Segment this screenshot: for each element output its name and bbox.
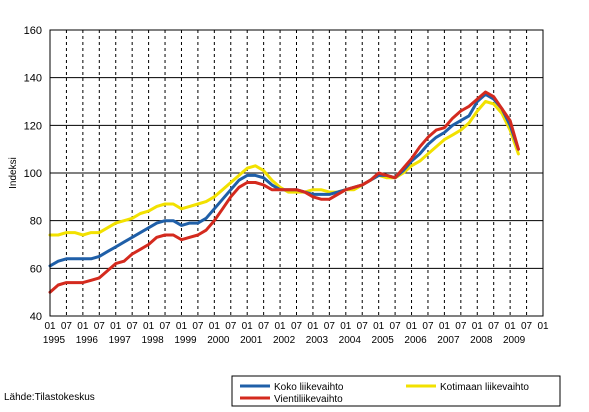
x-tick-label-month: 01 — [143, 321, 155, 332]
x-tick-label-month: 07 — [61, 321, 73, 332]
x-tick-label-month: 01 — [340, 321, 352, 332]
x-tick-label-month: 07 — [159, 321, 171, 332]
x-axis-tick-labels: 01 07 01 07 01 07 01 07 01 07 01 07 01 07 01 07 01 07 01 07… — [43, 321, 549, 346]
x-tick-label-month: 07 — [521, 321, 533, 332]
x-tick-label-year: 1998 — [141, 335, 164, 346]
x-tick-label-month: 07 — [94, 321, 106, 332]
y-tick-label: 100 — [24, 168, 42, 180]
x-tick-label-month: 07 — [291, 321, 303, 332]
y-tick-label: 80 — [30, 216, 42, 228]
plot-area-frame — [49, 29, 544, 317]
x-tick-label-year: 2009 — [503, 335, 526, 346]
x-tick-label-month: 01 — [373, 321, 385, 332]
x-tick-label-month: 01 — [110, 321, 122, 332]
x-tick-label-month: 01 — [176, 321, 188, 332]
x-tick-label-month: 07 — [488, 321, 500, 332]
x-tick-label-year: 2006 — [404, 335, 427, 346]
x-tick-label-month: 01 — [307, 321, 319, 332]
x-tick-label-month: 07 — [390, 321, 402, 332]
x-tick-label-year: 2004 — [339, 335, 362, 346]
x-tick-label-month: 07 — [258, 321, 270, 332]
y-axis-tick-labels: 40 60 80 100 120 140 160 — [24, 25, 42, 323]
series-lines — [48, 90, 520, 294]
x-tick-label-month: 07 — [225, 321, 237, 332]
y-axis-label: Indeksi — [8, 157, 19, 189]
y-tick-label: 160 — [24, 25, 42, 37]
x-tick-label-month: 07 — [324, 321, 336, 332]
legend-box — [231, 375, 561, 407]
y-tick-label: 140 — [24, 73, 42, 85]
x-tick-label-year: 1996 — [76, 335, 99, 346]
x-tick-label-month: 01 — [44, 321, 56, 332]
x-tick-label-month: 07 — [127, 321, 139, 332]
horizontal-gridlines — [50, 77, 543, 269]
x-tick-label-month: 01 — [275, 321, 287, 332]
x-tick-label-month: 01 — [537, 321, 549, 332]
x-tick-label-year: 2008 — [470, 335, 493, 346]
x-tick-label-month: 01 — [209, 321, 221, 332]
x-tick-label-year: 1999 — [174, 335, 197, 346]
x-tick-label-month: 01 — [406, 321, 418, 332]
y-tick-label: 40 — [30, 311, 42, 323]
x-tick-label-month: 07 — [357, 321, 369, 332]
x-tick-label-year: 2005 — [372, 335, 395, 346]
x-tick-label-year: 1997 — [109, 335, 132, 346]
x-tick-label-month: 07 — [422, 321, 434, 332]
x-tick-label-year: 2003 — [306, 335, 329, 346]
x-tick-label-month: 01 — [472, 321, 484, 332]
series-line-vientiliikevaihto — [48, 90, 520, 294]
x-tick-label-month: 01 — [505, 321, 517, 332]
x-tick-label-month: 07 — [192, 321, 204, 332]
y-tick-label: 60 — [30, 263, 42, 275]
x-tick-label-year: 2007 — [437, 335, 460, 346]
x-tick-label-month: 01 — [439, 321, 451, 332]
y-tick-label: 120 — [24, 120, 42, 132]
source-note: Lähde:Tilastokeskus — [4, 392, 95, 403]
x-tick-label-year: 2001 — [240, 335, 263, 346]
x-tick-label-month: 01 — [242, 321, 254, 332]
legend-label-kotimaan-liikevaihto: Kotimaan liikevaihto — [440, 382, 529, 393]
x-tick-label-month: 07 — [455, 321, 467, 332]
x-tick-label-year: 1995 — [43, 335, 66, 346]
x-tick-label-month: 01 — [77, 321, 89, 332]
x-tick-label-year: 2000 — [207, 335, 230, 346]
legend-label-vientiliikevaihto: Vientiliikevaihto — [274, 394, 343, 405]
legend-label-koko-liikevaihto: Koko liikevaihto — [274, 382, 344, 393]
x-tick-label-year: 2002 — [273, 335, 296, 346]
series-line-koko-liikevaihto — [48, 92, 520, 268]
